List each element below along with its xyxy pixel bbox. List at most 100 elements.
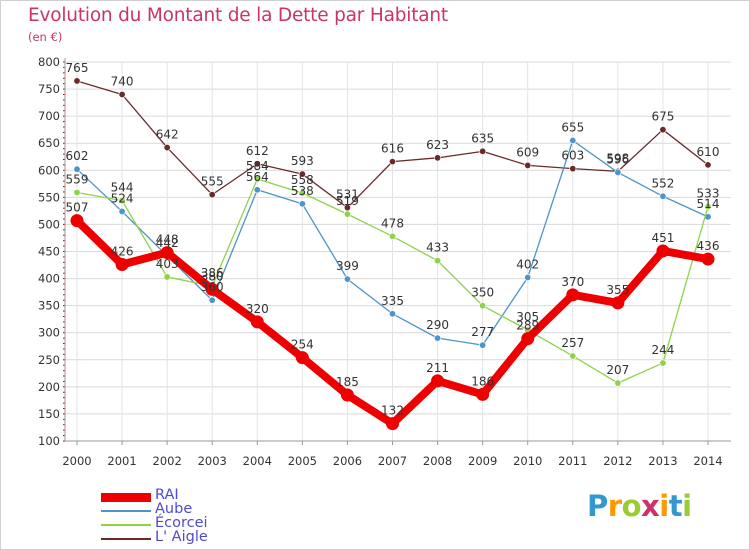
y-tick-label: 800	[38, 55, 60, 69]
data-label-aube: 596	[606, 152, 629, 166]
data-label-rai: 289	[516, 319, 539, 333]
y-tick-label: 350	[38, 299, 60, 313]
data-label-l-aigle: 765	[66, 61, 89, 75]
data-label-ecorcei: 433	[426, 241, 449, 255]
legend-swatch-ecorcei	[101, 524, 151, 526]
data-point-ecorcei	[614, 379, 622, 387]
chart-title: Evolution du Montant de la Dette par Hab…	[28, 5, 448, 26]
data-point-ecorcei	[118, 197, 126, 205]
data-point-rai	[431, 374, 445, 388]
x-tick-label: 2000	[62, 454, 91, 468]
data-point-aube	[479, 341, 487, 349]
legend-label-aube: Aube	[155, 501, 193, 517]
data-point-aube	[208, 296, 216, 304]
data-point-ecorcei	[343, 210, 351, 218]
x-tick-label: 2004	[243, 454, 272, 468]
data-label-rai: 185	[336, 375, 359, 389]
data-point-l-aigle	[704, 161, 712, 169]
data-point-aube	[569, 137, 577, 145]
logo-letter: i	[659, 489, 669, 523]
logo-letter: r	[607, 489, 622, 523]
data-label-ecorcei: 207	[606, 363, 629, 377]
x-tick-label: 2009	[468, 454, 497, 468]
y-tick-label: 250	[38, 353, 60, 367]
legend-label-l-aigle: L' Aigle	[155, 529, 208, 545]
data-point-l-aigle	[118, 90, 126, 98]
data-label-l-aigle: 642	[156, 128, 179, 142]
data-label-ecorcei: 559	[66, 172, 89, 186]
data-label-rai: 355	[606, 283, 629, 297]
data-label-aube: 442	[156, 236, 179, 250]
data-point-aube	[253, 186, 261, 194]
data-point-ecorcei	[163, 273, 171, 281]
data-label-ecorcei: 350	[471, 286, 494, 300]
data-point-ecorcei	[479, 302, 487, 310]
data-label-aube: 564	[246, 170, 269, 184]
data-point-rai	[566, 288, 580, 302]
data-label-rai: 451	[651, 231, 674, 245]
data-label-l-aigle: 598	[606, 151, 629, 165]
data-label-aube: 655	[561, 121, 584, 135]
data-point-ecorcei	[704, 203, 712, 211]
x-tick-label: 2013	[648, 454, 677, 468]
x-tick-label: 2010	[513, 454, 542, 468]
data-point-l-aigle	[253, 160, 261, 168]
data-point-aube	[298, 200, 306, 208]
legend-swatch-l-aigle	[101, 538, 151, 540]
data-label-l-aigle: 555	[201, 175, 224, 189]
y-tick-label: 200	[38, 380, 60, 394]
data-label-l-aigle: 623	[426, 138, 449, 152]
data-label-aube: 402	[516, 257, 539, 271]
x-tick-label: 2002	[153, 454, 182, 468]
data-label-ecorcei: 478	[381, 216, 404, 230]
data-label-rai: 186	[471, 374, 494, 388]
data-label-l-aigle: 609	[516, 145, 539, 159]
y-tick-label: 700	[38, 109, 60, 123]
data-label-ecorcei: 558	[291, 173, 314, 187]
logo-letter: P	[587, 489, 608, 523]
x-tick-label: 2008	[423, 454, 452, 468]
data-point-l-aigle	[388, 158, 396, 166]
data-label-ecorcei: 386	[201, 266, 224, 280]
data-point-rai	[386, 417, 399, 431]
data-point-rai	[521, 332, 535, 346]
legend-label-rai: RAI	[155, 487, 179, 503]
data-point-rai	[115, 257, 129, 271]
x-tick-label: 2005	[288, 454, 317, 468]
data-label-rai: 320	[246, 302, 269, 316]
data-label-rai: 254	[291, 338, 314, 352]
data-label-l-aigle: 740	[111, 74, 134, 88]
data-label-rai: 507	[66, 201, 89, 215]
data-label-rai: 448	[156, 233, 179, 247]
logo-letter: i	[682, 489, 692, 523]
x-tick-label: 2011	[558, 454, 587, 468]
logo-letter: x	[641, 489, 660, 523]
logo-letter: o	[621, 489, 642, 523]
data-label-l-aigle: 603	[561, 149, 584, 163]
data-label-ecorcei: 533	[697, 187, 720, 201]
data-label-rai: 426	[111, 244, 134, 258]
y-tick-label: 100	[38, 434, 60, 448]
data-label-l-aigle: 616	[381, 142, 404, 156]
y-tick-label: 650	[38, 136, 60, 150]
y-tick-label: 550	[38, 190, 60, 204]
data-point-ecorcei	[434, 257, 442, 265]
data-label-ecorcei: 584	[246, 159, 269, 173]
data-point-rai	[340, 388, 354, 402]
data-point-l-aigle	[479, 147, 487, 155]
data-label-l-aigle: 612	[246, 144, 269, 158]
y-tick-label: 450	[38, 245, 60, 259]
legend-swatch-rai	[101, 493, 151, 502]
data-label-l-aigle: 610	[697, 145, 720, 159]
x-tick-label: 2003	[198, 454, 227, 468]
y-tick-label: 500	[38, 217, 60, 231]
data-point-ecorcei	[388, 232, 396, 240]
data-label-aube: 538	[291, 184, 314, 198]
data-label-ecorcei: 305	[516, 310, 539, 324]
data-point-l-aigle	[569, 165, 577, 173]
y-tick-label: 150	[38, 407, 60, 421]
data-label-ecorcei: 519	[336, 194, 359, 208]
y-tick-label: 400	[38, 272, 60, 286]
x-tick-label: 2006	[333, 454, 362, 468]
data-point-l-aigle	[163, 144, 171, 152]
